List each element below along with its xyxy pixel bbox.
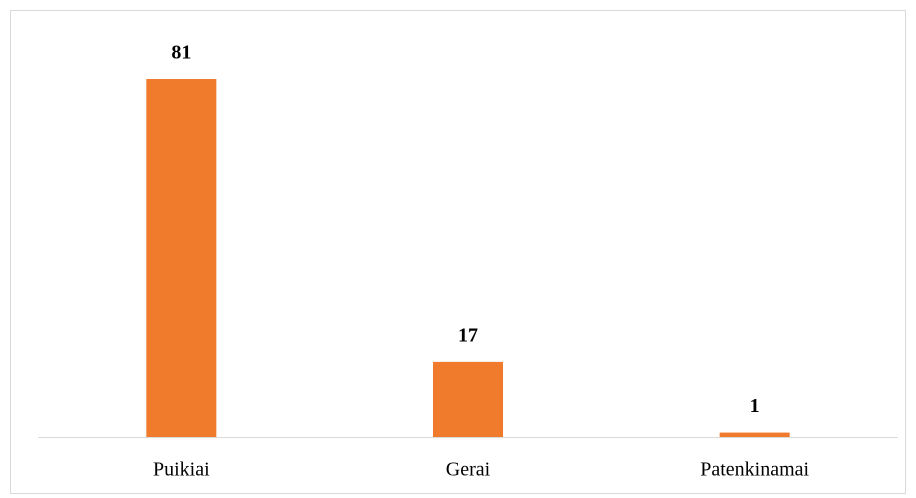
value-label: 17: [458, 324, 478, 346]
value-label: 1: [750, 395, 760, 417]
bar: [719, 432, 790, 437]
bar: [433, 361, 503, 437]
x-tick-label: Puikiai: [153, 459, 210, 481]
x-tick-label: Gerai: [446, 459, 491, 481]
x-tick-label: Patenkinamai: [700, 459, 809, 481]
value-label: 81: [171, 42, 191, 64]
bar: [146, 79, 217, 437]
